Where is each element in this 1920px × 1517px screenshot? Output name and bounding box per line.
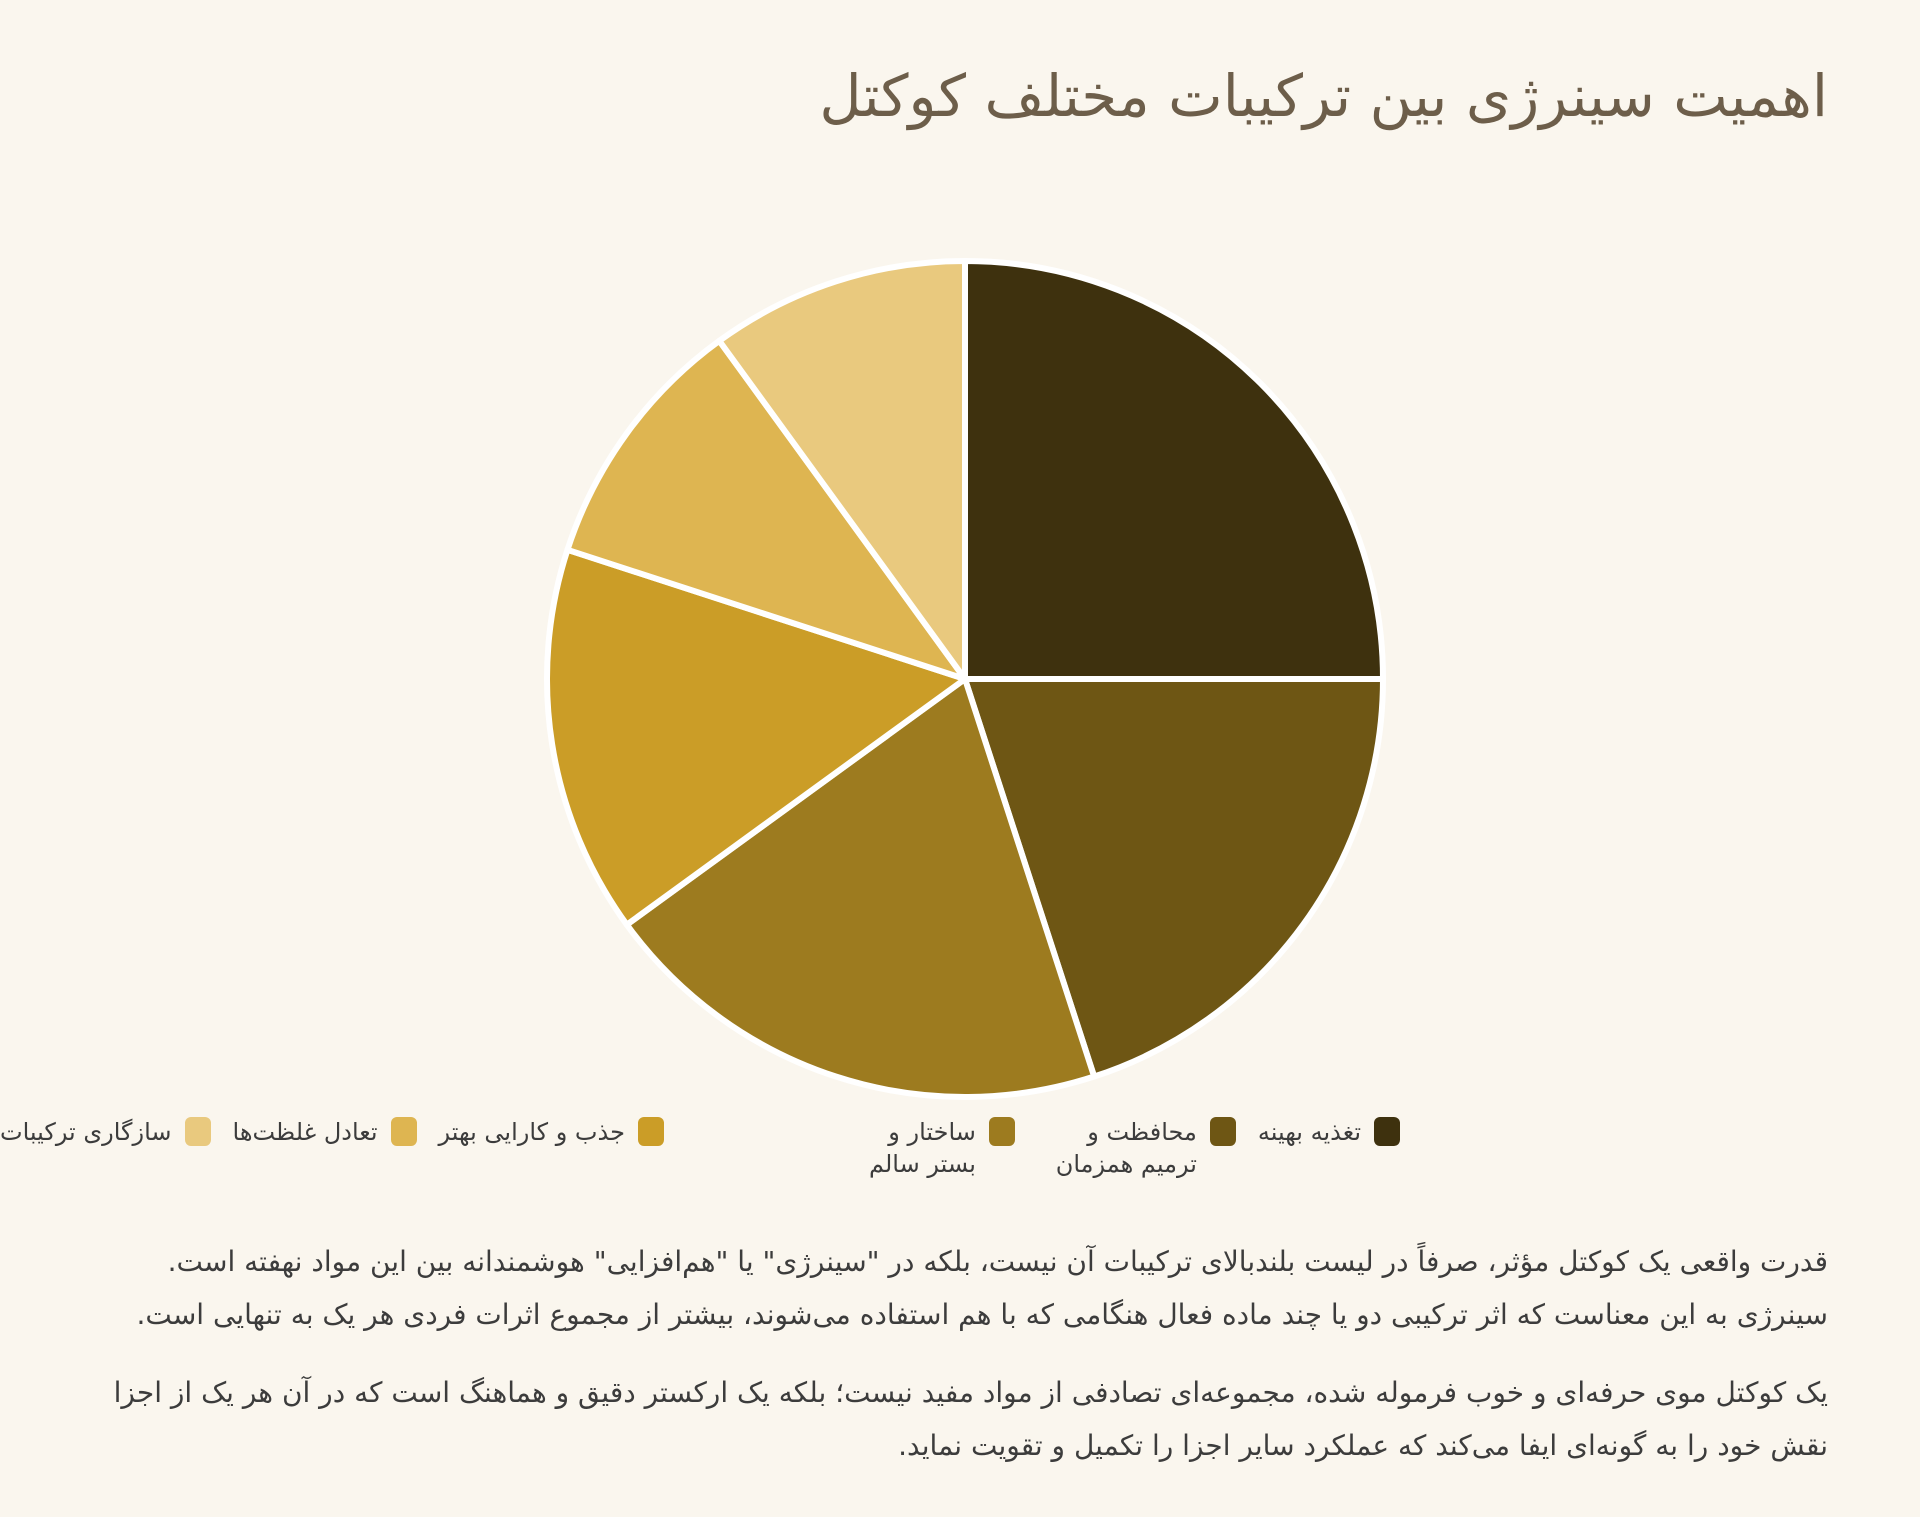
legend-swatch-icon	[1209, 1117, 1236, 1146]
pie-slice-3	[623, 676, 1098, 1100]
description-text: قدرت واقعی یک کوکتل مؤثر، صرفاً در لیست …	[92, 1236, 1828, 1473]
legend-item-5: تعادل غلظت‌ها	[233, 1116, 417, 1148]
legend-swatch-icon	[637, 1117, 664, 1146]
chart-legend: تغذیه بهینه محافظت و ترمیم همزمان ساختار و…	[0, 1116, 1400, 1181]
pie-slice-5	[564, 337, 968, 682]
legend-label: ساختار و بستر سالم	[869, 1118, 976, 1179]
legend-label: تغذیه بهینه	[1257, 1118, 1361, 1146]
legend-swatch-icon	[988, 1117, 1015, 1146]
paragraph-2: یک کوکتل موی حرفه‌ای و خوب فرموله شده، م…	[113, 1376, 1828, 1462]
page-title: اهمیت سینرژی بین ترکیبات مختلف کوکتل	[819, 62, 1828, 130]
pie-slice-6	[716, 258, 968, 682]
legend-item-3: ساختار و بستر سالم	[836, 1116, 1015, 1181]
legend-item-6: سازگاری ترکیبات	[0, 1116, 211, 1148]
legend-swatch-icon	[1374, 1117, 1400, 1146]
pie-slice-1	[962, 258, 1386, 682]
legend-swatch-icon	[184, 1117, 211, 1146]
legend-label: جذب و کارایی بهتر	[438, 1118, 625, 1146]
legend-item-4: جذب و کارایی بهتر	[439, 1116, 664, 1148]
legend-label: سازگاری ترکیبات	[0, 1118, 172, 1146]
pie-slice-4	[544, 546, 968, 928]
legend-item-2: محافظت و ترمیم همزمان	[1037, 1116, 1236, 1181]
legend-swatch-icon	[390, 1117, 417, 1146]
legend-label: محافظت و ترمیم همزمان	[1055, 1118, 1197, 1179]
pie-slice-2	[962, 676, 1386, 1080]
legend-label: تعادل غلظت‌ها	[232, 1118, 378, 1146]
pie-chart	[544, 258, 1386, 1100]
paragraph-1: قدرت واقعی یک کوکتل مؤثر، صرفاً در لیست …	[136, 1245, 1828, 1331]
legend-item-1: تغذیه بهینه	[1258, 1116, 1400, 1148]
